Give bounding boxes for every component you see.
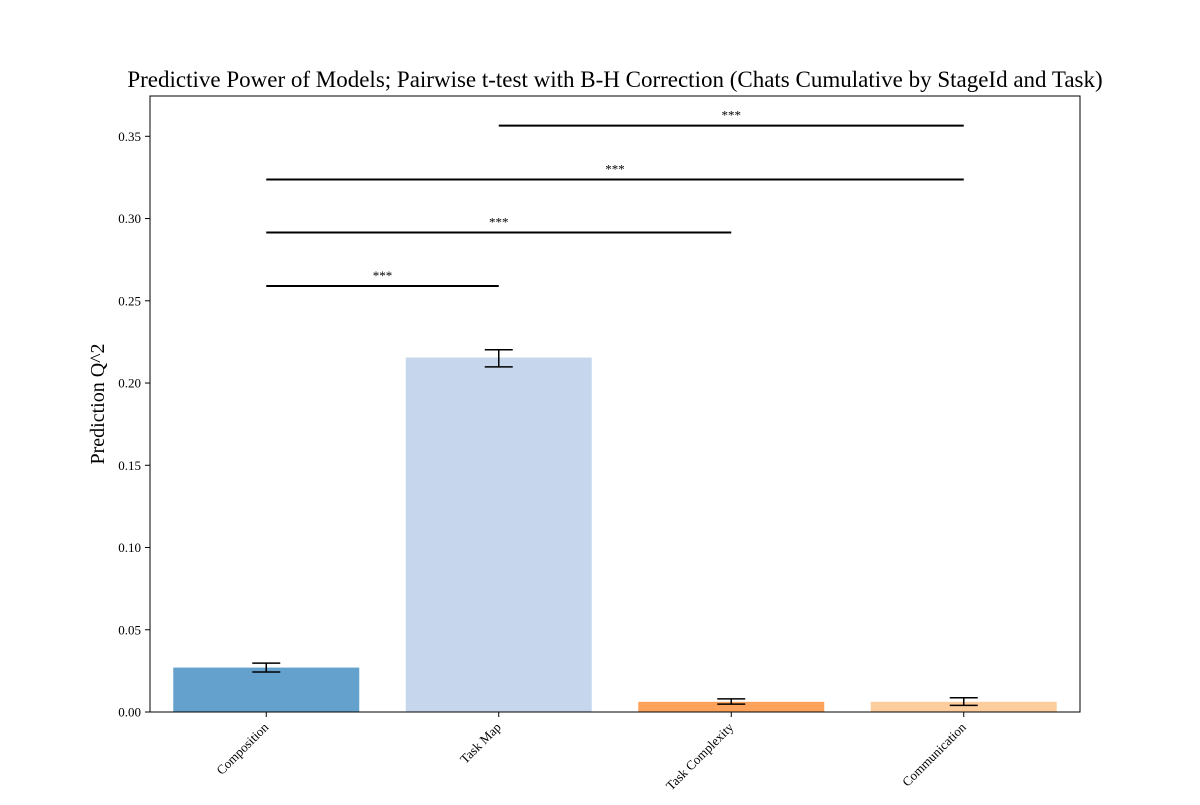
y-tick-label-3: 0.15 [118,458,141,473]
bar-3 [870,701,1057,712]
plot-frame [149,95,1081,713]
bar-0 [173,667,360,712]
y-axis-label: Prediction Q^2 [87,343,109,464]
plot-area: 0.00 0.05 0.10 0.15 0.20 0.25 0.30 0.35 Composit… [118,95,1081,793]
chart-title: Predictive Power of Models; Pairwise t-t… [127,67,1102,92]
significance-label-0: *** [373,268,393,283]
y-tick-label-2: 0.10 [118,540,141,555]
x-tick-label-1: Task Map [457,720,504,767]
significance-label-3: *** [722,108,742,123]
x-tick-label-2: Task Complexity [663,719,737,793]
y-tick-label-1: 0.05 [118,622,141,637]
y-tick-label-7: 0.35 [118,129,141,144]
y-tick-label-6: 0.30 [118,211,141,226]
x-tick-label-0: Composition [213,719,271,777]
significance-label-2: *** [605,162,625,177]
y-tick-label-0: 0.00 [118,705,141,720]
bar-1 [405,357,592,712]
x-tick-label-3: Communication [899,719,969,789]
y-tick-label-5: 0.25 [118,293,141,308]
significance-label-1: *** [489,215,509,230]
y-tick-label-4: 0.20 [118,376,141,391]
bar-2 [638,701,825,712]
